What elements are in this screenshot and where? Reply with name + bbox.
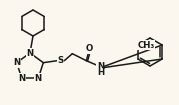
Text: S: S [57,56,63,65]
Text: N: N [13,58,20,67]
Text: O: O [86,44,93,53]
Text: H: H [97,68,104,77]
Text: N: N [35,74,42,83]
Text: N: N [26,49,34,58]
Text: N: N [18,74,25,83]
Text: N: N [97,62,104,71]
Text: CH₃: CH₃ [137,41,154,49]
